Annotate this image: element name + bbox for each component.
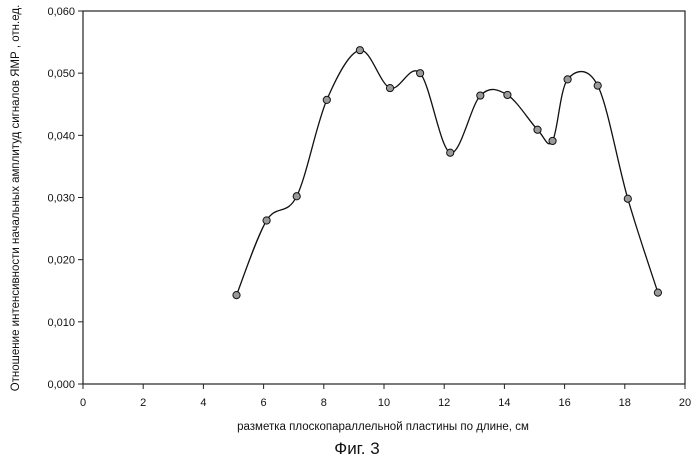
y-tick-label: 0,060 [47,6,75,18]
data-point [549,137,556,144]
x-tick-label: 20 [679,397,691,409]
data-point [417,70,424,77]
data-point [654,289,661,296]
x-tick-label: 2 [140,397,146,409]
y-tick-label: 0,050 [47,68,75,80]
data-point [447,149,454,156]
x-tick-label: 14 [498,397,510,409]
data-point [233,292,240,299]
data-point [504,91,511,98]
x-tick-label: 0 [80,397,86,409]
y-tick-label: 0,020 [47,255,75,267]
y-tick-label: 0,010 [47,317,75,329]
data-point [594,82,601,89]
data-point [323,96,330,103]
x-tick-label: 18 [619,397,631,409]
data-point [386,84,393,91]
data-point [263,217,270,224]
series-layer [233,47,662,299]
y-axis-title: Отношение интенсивности начальных амплит… [10,5,22,392]
data-point [293,193,300,200]
x-tick-label: 12 [438,397,450,409]
y-tick-label: 0,000 [47,379,75,391]
plot-frame [83,11,685,384]
data-point [564,76,571,83]
x-tick-label: 4 [200,397,206,409]
y-tick-label: 0,040 [47,130,75,142]
plot-area [83,11,685,384]
data-point [477,92,484,99]
data-point [356,47,363,54]
x-tick-label: 16 [558,397,570,409]
data-point [624,195,631,202]
x-tick-label: 10 [378,397,390,409]
x-tick-label: 8 [321,397,327,409]
x-axis-title: разметка плоскопараллельной пластины по … [237,421,529,433]
y-tick-label: 0,030 [47,193,75,205]
data-point [534,126,541,133]
x-tick-label: 6 [261,397,267,409]
x-axis-ticks: 0 2 4 6 8 10 12 14 16 18 20 [80,384,691,409]
figure-caption: Фиг. 3 [334,439,379,458]
y-axis-ticks: 0,000 0,010 0,020 0,030 0,040 0,050 0,060 [47,6,83,391]
